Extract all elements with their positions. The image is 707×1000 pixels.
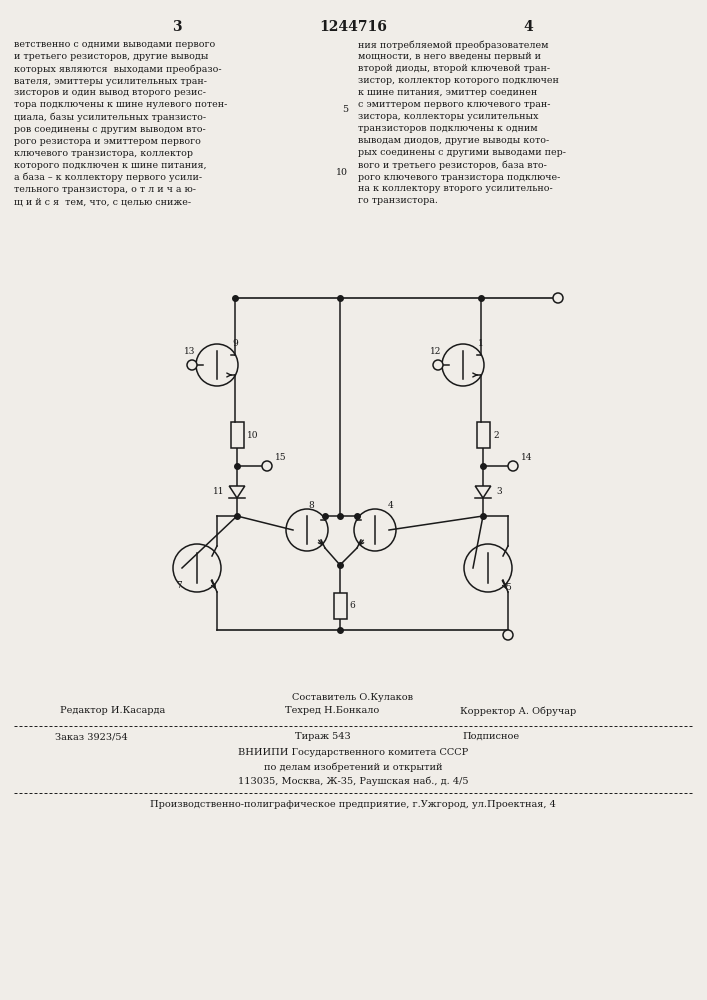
- Text: Тираж 543: Тираж 543: [295, 732, 351, 741]
- Text: Заказ 3923/54: Заказ 3923/54: [55, 732, 128, 741]
- Text: 12: 12: [431, 348, 442, 357]
- Text: Производственно-полиграфическое предприятие, г.Ужгород, ул.Проектная, 4: Производственно-полиграфическое предприя…: [150, 800, 556, 809]
- Circle shape: [508, 461, 518, 471]
- Text: 9: 9: [232, 338, 238, 348]
- Circle shape: [433, 360, 443, 370]
- Circle shape: [464, 544, 512, 592]
- Circle shape: [354, 509, 396, 551]
- Text: 113035, Москва, Ж-35, Раушская наб., д. 4/5: 113035, Москва, Ж-35, Раушская наб., д. …: [238, 776, 468, 786]
- Polygon shape: [475, 486, 491, 498]
- Text: Составитель О.Кулаков: Составитель О.Кулаков: [293, 693, 414, 702]
- Text: 11: 11: [214, 488, 225, 496]
- Text: Корректор А. Обручар: Корректор А. Обручар: [460, 706, 576, 716]
- Text: 10: 10: [336, 168, 348, 177]
- Circle shape: [262, 461, 272, 471]
- Text: 4: 4: [523, 20, 533, 34]
- Text: 15: 15: [275, 454, 286, 462]
- Text: 1: 1: [478, 338, 484, 348]
- Text: 5: 5: [342, 105, 348, 114]
- Text: 13: 13: [185, 348, 196, 357]
- Bar: [230, 422, 243, 448]
- Circle shape: [553, 293, 563, 303]
- Text: по делам изобретений и открытий: по делам изобретений и открытий: [264, 762, 443, 772]
- Text: 10: 10: [247, 430, 259, 440]
- Text: 5: 5: [505, 584, 511, 592]
- Circle shape: [187, 360, 197, 370]
- Polygon shape: [229, 486, 245, 498]
- Text: 7: 7: [176, 582, 182, 590]
- Text: ния потребляемой преобразователем
мощности, в него введены первый и
второй диоды: ния потребляемой преобразователем мощнос…: [358, 40, 566, 205]
- Text: ветственно с одними выводами первого
и третьего резисторов, другие выводы
которы: ветственно с одними выводами первого и т…: [14, 40, 228, 206]
- Text: 8: 8: [308, 502, 314, 510]
- Circle shape: [173, 544, 221, 592]
- Text: 3: 3: [496, 488, 502, 496]
- Circle shape: [442, 344, 484, 386]
- Text: 6: 6: [349, 601, 355, 610]
- Bar: [334, 593, 346, 619]
- Text: ВНИИПИ Государственного комитета СССР: ВНИИПИ Государственного комитета СССР: [238, 748, 468, 757]
- Text: 4: 4: [388, 502, 394, 510]
- Text: 3: 3: [173, 20, 182, 34]
- Bar: [477, 422, 489, 448]
- Circle shape: [503, 630, 513, 640]
- Circle shape: [286, 509, 328, 551]
- Circle shape: [196, 344, 238, 386]
- Text: Техред Н.Бонкало: Техред Н.Бонкало: [285, 706, 379, 715]
- Text: 2: 2: [493, 430, 498, 440]
- Text: 14: 14: [521, 454, 532, 462]
- Text: Подписное: Подписное: [462, 732, 519, 741]
- Text: Редактор И.Касарда: Редактор И.Касарда: [60, 706, 165, 715]
- Text: 1244716: 1244716: [319, 20, 387, 34]
